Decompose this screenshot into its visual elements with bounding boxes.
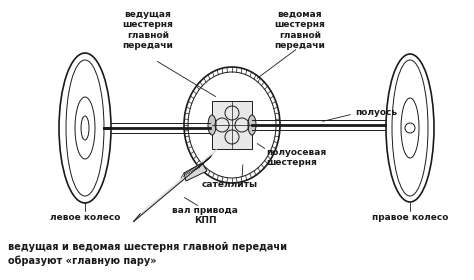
Text: ведомая
шестерня
главной
передачи: ведомая шестерня главной передачи — [274, 10, 326, 50]
Text: правое колесо: правое колесо — [372, 213, 448, 222]
Text: левое колесо: левое колесо — [50, 213, 120, 222]
Text: ведущая
шестерня
главной
передачи: ведущая шестерня главной передачи — [123, 10, 173, 50]
Polygon shape — [134, 150, 217, 221]
Ellipse shape — [208, 115, 216, 135]
Text: ведущая и ведомая шестерня главной передачи: ведущая и ведомая шестерня главной перед… — [8, 242, 287, 252]
Text: образуют «главную пару»: образуют «главную пару» — [8, 255, 156, 265]
Polygon shape — [184, 163, 207, 181]
Text: полуосевая
шестерня: полуосевая шестерня — [266, 148, 326, 167]
Bar — [212, 101, 252, 149]
Ellipse shape — [248, 115, 256, 135]
Text: полуось: полуось — [355, 108, 397, 116]
Text: сателлиты: сателлиты — [202, 180, 258, 189]
Text: вал привода
КПП: вал привода КПП — [172, 206, 238, 225]
